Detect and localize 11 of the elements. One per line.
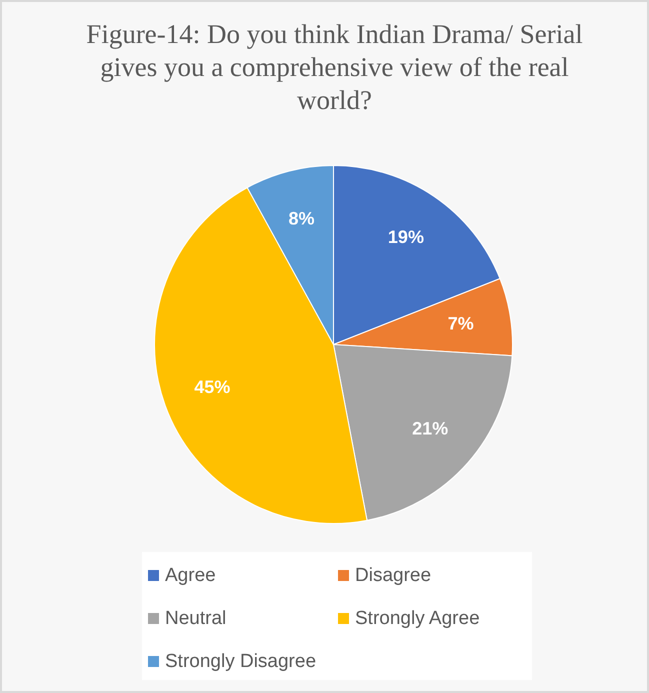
legend-label: Strongly Disagree: [165, 650, 316, 672]
chart-title: Figure-14: Do you think Indian Drama/ Serial gives you a comprehensive view of the real world?: [85, 18, 584, 117]
data-label: 19%: [388, 226, 424, 247]
legend-label: Disagree: [355, 564, 432, 586]
legend-label: Agree: [165, 564, 216, 586]
legend-label: Neutral: [165, 608, 226, 630]
data-label: 45%: [194, 377, 230, 398]
data-label: 7%: [448, 313, 474, 334]
data-label: 8%: [288, 208, 314, 229]
legend-label: Strongly Agree: [355, 608, 480, 630]
data-label: 21%: [412, 418, 448, 439]
